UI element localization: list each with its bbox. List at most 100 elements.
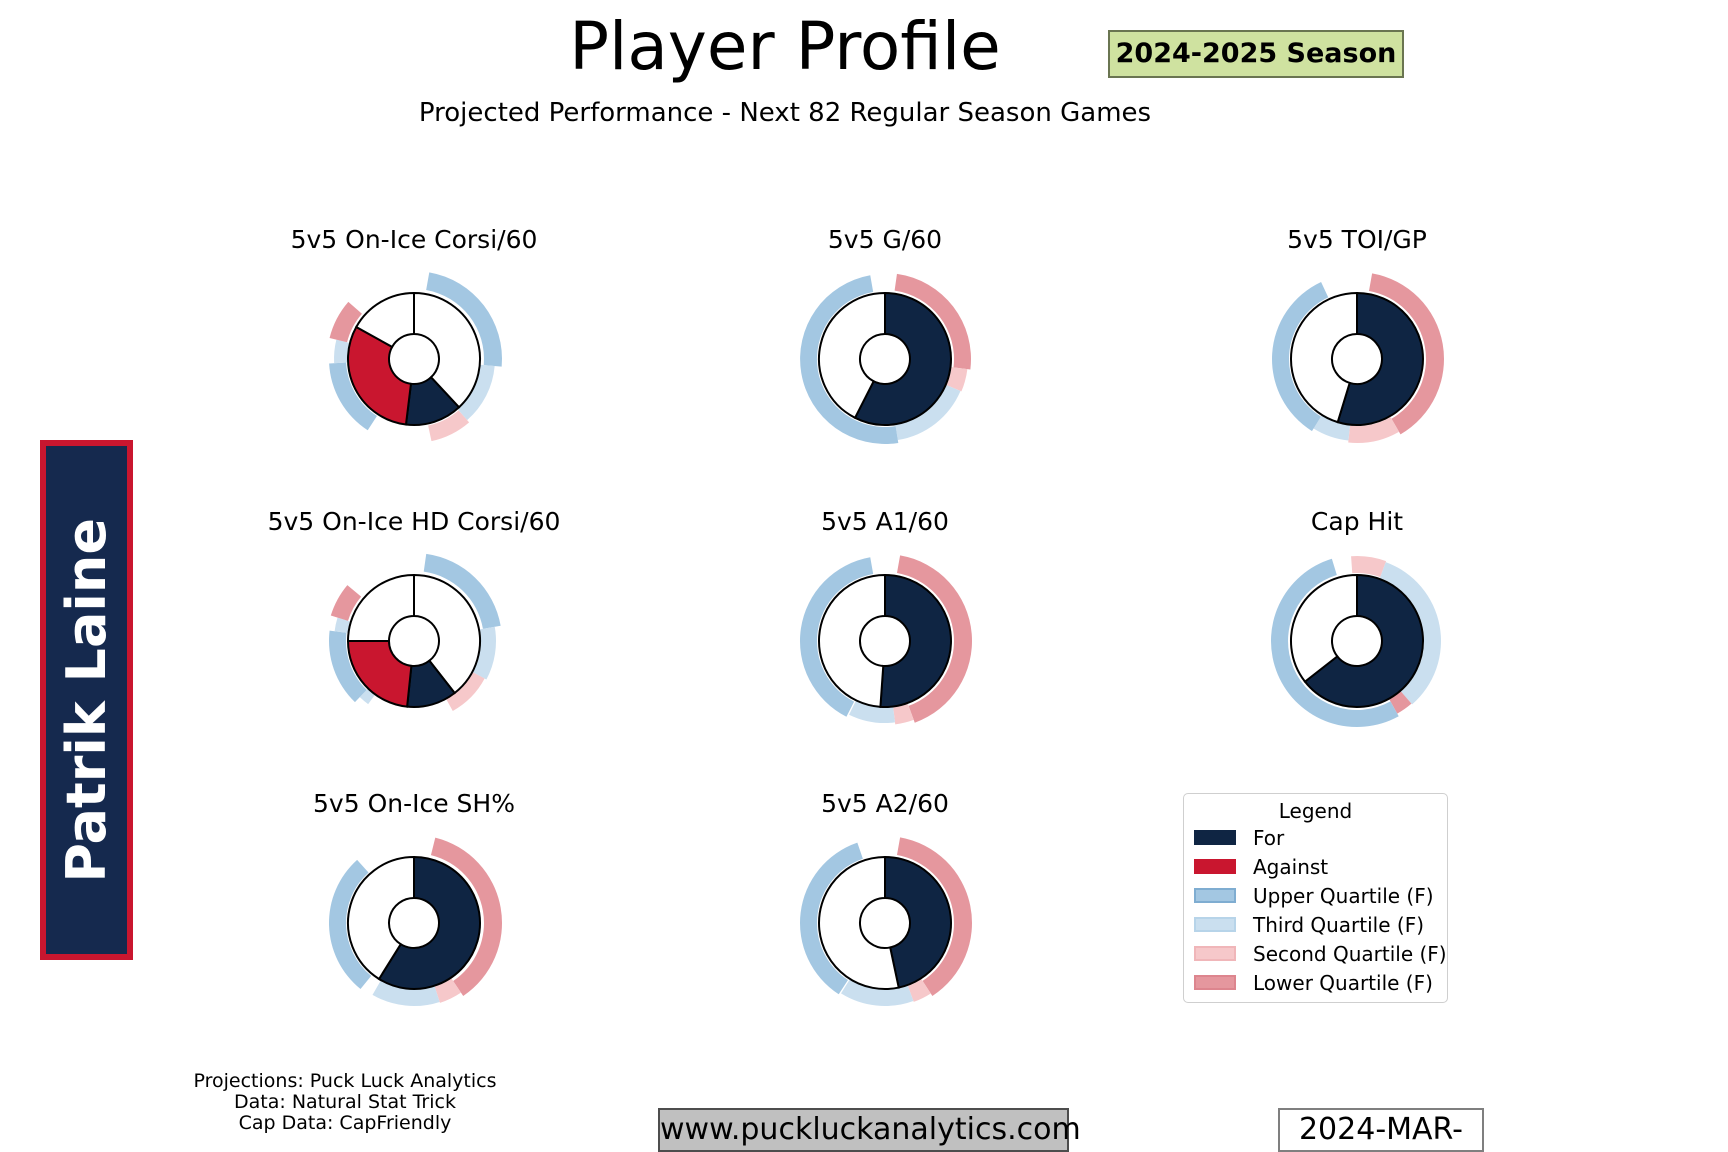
credit-projections: Projections: Puck Luck Analytics	[193, 1070, 497, 1092]
quartile-arc-lower	[1389, 690, 1412, 714]
quartile-arc-second	[893, 703, 914, 725]
slice-none	[346, 573, 415, 642]
donut-chart	[800, 273, 972, 444]
slice-none	[1290, 291, 1358, 424]
slice-none	[818, 291, 886, 420]
legend: Legend For Against Upper Quartile (F) Third…	[1183, 793, 1448, 1003]
quartile-arc-third	[472, 626, 496, 680]
credit-data: Data: Natural Stat Trick	[234, 1091, 456, 1113]
legend-label: Second Quartile (F)	[1253, 941, 1447, 966]
donut-chart	[1270, 556, 1442, 728]
slice-none	[413, 573, 481, 695]
donut-chart	[800, 837, 972, 1006]
donut-chart	[1272, 273, 1444, 444]
quartile-arc-second	[428, 410, 470, 442]
legend-item-second-quartile-f: Second Quartile (F)	[1184, 939, 1447, 968]
chart-5v5-toi-gp	[1262, 264, 1452, 454]
quartile-arc-second	[946, 367, 968, 392]
quartile-arc-lower	[430, 837, 503, 996]
slice-none	[818, 855, 900, 990]
slice-none	[413, 291, 481, 409]
slice-for	[884, 855, 952, 989]
legend-item-lower-quartile-f: Lower Quartile (F)	[1184, 968, 1447, 997]
chart-5v5-a1-60	[790, 546, 980, 736]
quartile-arc-upper	[799, 557, 874, 717]
donut-chart	[328, 553, 501, 711]
chart-title-cap-hit: Cap Hit	[1310, 507, 1404, 536]
slice-against	[346, 640, 413, 708]
quartile-arc-lower	[896, 837, 972, 996]
quartile-arc-upper	[1272, 281, 1329, 432]
slice-none	[818, 573, 886, 708]
player-name: Patrik Laine	[55, 517, 118, 883]
slice-none	[347, 855, 415, 981]
quartile-arc-upper	[328, 859, 372, 990]
quartile-arc-upper	[328, 630, 367, 703]
legend-label: For	[1253, 825, 1285, 850]
quartile-arc-upper	[426, 272, 503, 367]
credits-block: Projections: Puck Luck Analytics Data: N…	[193, 1071, 496, 1134]
slice-for	[853, 291, 952, 426]
chart-5v5-a2-60	[790, 828, 980, 1018]
legend-item-upper-quartile-f: Upper Quartile (F)	[1184, 881, 1447, 910]
quartile-arc-upper	[329, 362, 377, 431]
quartile-arc-upper	[800, 275, 899, 444]
donut-chart	[328, 837, 503, 1007]
quartile-arc-third	[1313, 414, 1351, 441]
quartile-arc-third	[841, 978, 914, 1006]
donut-chart	[329, 272, 503, 442]
page-title: Player Profile	[569, 8, 1001, 85]
chart-title-5v5-on-ice-corsi-60: 5v5 On-Ice Corsi/60	[290, 225, 538, 254]
player-name-box: Patrik Laine	[40, 440, 133, 960]
legend-swatch-third	[1194, 917, 1236, 932]
chart-5v5-g-60	[790, 264, 980, 454]
legend-swatch-for	[1194, 830, 1236, 845]
chart-title-5v5-on-ice-sh: 5v5 On-Ice SH%	[313, 789, 515, 818]
quartile-arc-lower	[896, 555, 973, 723]
chart-5v5-on-ice-corsi-60	[319, 264, 509, 454]
quartile-arc-second	[434, 978, 461, 1003]
quartile-arc-second	[445, 671, 485, 711]
legend-item-third-quartile-f: Third Quartile (F)	[1184, 910, 1447, 939]
slice-none	[1290, 573, 1358, 684]
quartile-arc-lower	[1368, 273, 1444, 435]
legend-item-against: Against	[1184, 852, 1447, 881]
chart-5v5-on-ice-sh	[319, 828, 509, 1018]
chart-title-5v5-toi-gp: 5v5 TOI/GP	[1287, 225, 1427, 254]
chart-title-5v5-a2-60: 5v5 A2/60	[821, 789, 949, 818]
legend-label: Against	[1253, 854, 1329, 879]
quartile-arc-third	[334, 617, 352, 634]
quartile-arc-lower	[329, 301, 362, 343]
quartile-arc-third	[372, 980, 440, 1007]
slice-none	[354, 291, 415, 349]
date-box: 2024-MAR-16	[1278, 1108, 1484, 1152]
slice-for	[879, 573, 952, 708]
chart-title-5v5-a1-60: 5v5 A1/60	[821, 507, 949, 536]
quartile-arc-upper	[1270, 558, 1399, 728]
legend-swatch-lower	[1194, 975, 1236, 990]
quartile-arc-second	[1348, 417, 1399, 444]
chart-title-5v5-g-60: 5v5 G/60	[827, 225, 943, 254]
page-subtitle: Projected Performance - Next 82 Regular …	[418, 98, 1152, 128]
legend-swatch-upper	[1194, 888, 1236, 903]
legend-title: Legend	[1278, 799, 1353, 823]
quartile-arc-second	[907, 979, 931, 1002]
chart-title-5v5-on-ice-hd-corsi-60: 5v5 On-Ice HD Corsi/60	[267, 507, 561, 536]
legend-label: Upper Quartile (F)	[1253, 883, 1434, 908]
chart-cap-hit	[1262, 546, 1452, 736]
season-badge: 2024-2025 Season	[1108, 30, 1404, 78]
quartile-arc-upper	[423, 553, 501, 629]
quartile-arc-third	[849, 700, 895, 724]
donut-chart	[799, 555, 973, 725]
legend-label: Third Quartile (F)	[1253, 912, 1424, 937]
legend-swatch-second	[1194, 946, 1236, 961]
slice-for	[1336, 291, 1424, 426]
quartile-arc-second	[1351, 556, 1387, 578]
quartile-arc-third	[334, 339, 351, 364]
quartile-arc-lower	[330, 585, 362, 621]
legend-rows: For Against Upper Quartile (F) Third Quarti…	[1184, 823, 1447, 997]
legend-item-for: For	[1184, 823, 1447, 852]
website-box: www.puckluckanalytics.com	[658, 1108, 1081, 1152]
quartile-arc-lower	[894, 273, 972, 370]
